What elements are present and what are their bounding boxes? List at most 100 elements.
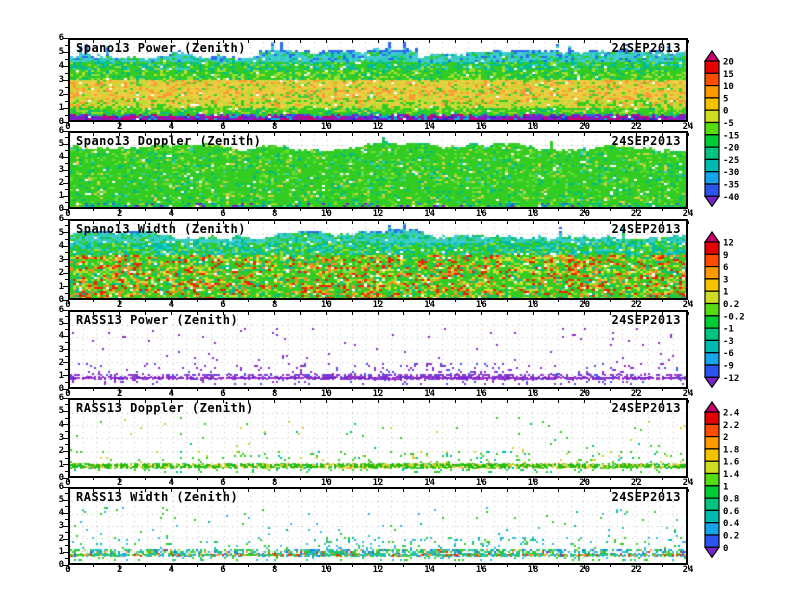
x-tick-inner xyxy=(93,221,95,224)
x-tick xyxy=(67,300,69,304)
x-tick-inner xyxy=(661,312,663,315)
x-tick xyxy=(222,209,224,213)
x-tick-inner xyxy=(67,400,69,403)
x-tick xyxy=(532,300,534,304)
x-tick-label: 20 xyxy=(579,122,591,132)
x-tick-inner xyxy=(610,489,611,492)
x-tick-label: 20 xyxy=(579,389,591,399)
y-tick xyxy=(65,44,68,46)
x-tick-label: 0 xyxy=(65,389,71,399)
heatmap-canvas xyxy=(70,133,686,207)
x-tick xyxy=(661,565,663,567)
x-tick-label: 6 xyxy=(220,565,226,575)
colorbar-tick-label: 1 xyxy=(723,482,728,492)
x-tick-inner xyxy=(480,133,482,136)
colorbar-arrow xyxy=(703,231,721,243)
x-tick-label: 12 xyxy=(372,389,384,399)
colorbar-arrow xyxy=(703,546,721,559)
x-tick xyxy=(351,300,353,302)
y-tick-label: 4 xyxy=(58,241,64,251)
x-tick xyxy=(248,478,250,480)
x-tick-inner xyxy=(93,133,95,136)
y-tick-label: 1 xyxy=(58,281,64,292)
x-tick-inner xyxy=(506,489,508,492)
x-tick-inner xyxy=(532,489,534,492)
x-tick-inner xyxy=(480,312,482,315)
x-tick-inner xyxy=(119,489,121,492)
x-tick-inner xyxy=(274,400,276,403)
y-tick-label: 4 xyxy=(58,508,64,518)
x-tick-label: 14 xyxy=(424,389,436,399)
x-tick xyxy=(558,478,560,480)
y-tick xyxy=(65,404,68,406)
x-tick xyxy=(351,389,353,391)
y-tick-label: 4 xyxy=(58,61,64,71)
x-tick xyxy=(455,565,456,567)
colorbar-tick-label: 2.4 xyxy=(723,409,740,419)
x-tick-label: 10 xyxy=(320,209,332,219)
x-tick-label: 4 xyxy=(168,478,175,488)
colorbar-1: 20 15 10 5 0 -5 -15 -20 -25 -30 -35 -40 xyxy=(703,50,739,208)
x-tick xyxy=(455,122,456,124)
panel-date-label: 24SEP2013 xyxy=(611,134,681,148)
y-tick-label: 6 xyxy=(58,33,64,43)
y-tick xyxy=(63,397,68,399)
x-tick xyxy=(67,478,69,482)
x-tick xyxy=(325,565,327,569)
x-tick xyxy=(584,300,586,304)
x-tick xyxy=(274,122,276,126)
colorbar-tick-label: 0.2 xyxy=(723,532,739,542)
colorbar-tick-label: 0.6 xyxy=(723,507,739,517)
y-tick xyxy=(63,79,68,81)
x-tick xyxy=(170,122,172,126)
x-tick-inner xyxy=(222,489,224,492)
x-tick-inner xyxy=(119,133,121,136)
x-tick xyxy=(325,209,327,213)
x-tick-label: 24 xyxy=(682,209,694,219)
x-tick xyxy=(610,565,611,567)
x-tick-label: 18 xyxy=(527,389,539,399)
x-tick xyxy=(506,565,508,567)
y-tick-label: 3 xyxy=(58,75,64,85)
x-tick-label: 10 xyxy=(320,478,332,488)
y-tick-label: 1 xyxy=(58,370,64,381)
x-tick xyxy=(687,565,689,569)
x-tick-inner xyxy=(455,489,456,492)
x-tick-inner xyxy=(196,133,198,136)
y-tick xyxy=(65,457,68,459)
x-tick-inner xyxy=(429,40,431,43)
x-tick-inner xyxy=(274,221,276,224)
x-tick-inner xyxy=(610,400,611,403)
y-tick-label: 5 xyxy=(58,318,64,329)
x-tick-label: 2 xyxy=(116,478,123,488)
x-tick xyxy=(222,565,224,569)
x-tick xyxy=(300,389,301,391)
x-tick-inner xyxy=(584,312,586,315)
x-tick-label: 22 xyxy=(630,389,642,399)
x-tick-inner xyxy=(325,400,327,403)
y-tick xyxy=(63,437,68,439)
x-tick-label: 4 xyxy=(168,122,175,132)
x-tick-inner xyxy=(196,400,198,403)
x-tick xyxy=(377,565,379,569)
x-tick xyxy=(532,209,534,213)
x-tick-inner xyxy=(93,312,95,315)
x-tick-inner xyxy=(584,133,586,136)
x-tick xyxy=(145,478,146,480)
x-tick-inner xyxy=(687,221,689,224)
y-tick xyxy=(63,410,68,412)
y-tick xyxy=(63,512,68,514)
x-tick xyxy=(687,478,689,482)
x-tick xyxy=(300,478,301,480)
x-tick-inner xyxy=(145,312,146,315)
x-tick-label: 4 xyxy=(168,300,175,310)
x-tick xyxy=(403,300,405,302)
colorbar-2: 12 9 6 3 1 0.2 -0.2 -1 -3 -6 -9 -12 xyxy=(703,231,745,389)
x-tick-inner xyxy=(248,133,250,136)
y-tick xyxy=(63,286,68,287)
y-tick-label: 3 xyxy=(58,165,64,175)
x-tick xyxy=(196,209,198,211)
panel-title: Spano13 Doppler (Zenith) xyxy=(76,134,262,148)
y-tick xyxy=(63,245,68,247)
panel-date-label: 24SEP2013 xyxy=(611,401,681,415)
